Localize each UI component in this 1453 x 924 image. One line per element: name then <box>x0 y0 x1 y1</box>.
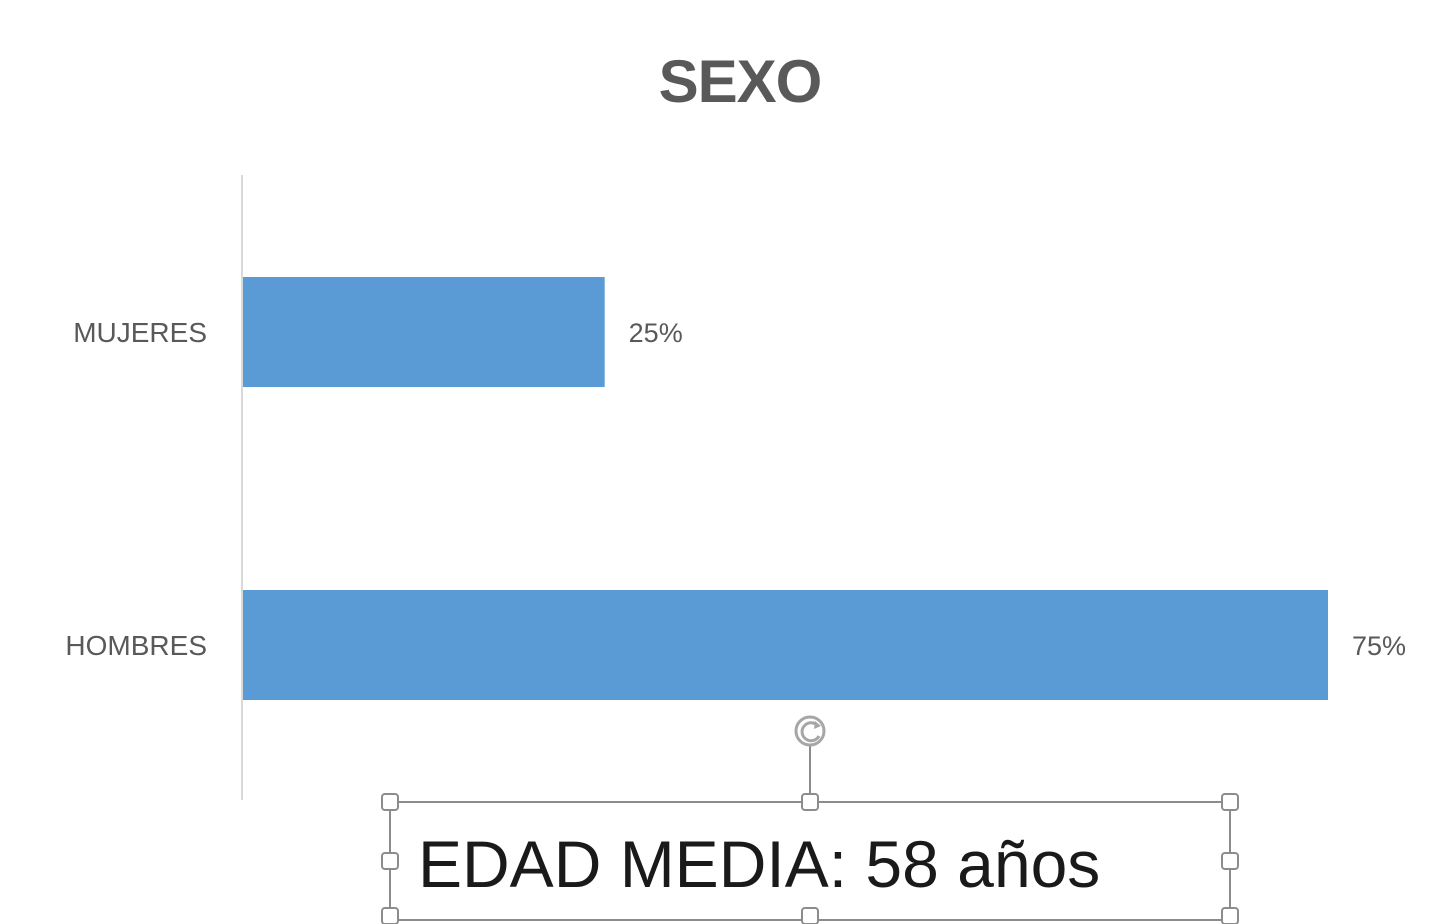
resize-handle-left <box>381 852 399 870</box>
resize-handle-top-right <box>1221 793 1239 811</box>
resize-handle-bottom-right <box>1221 907 1239 924</box>
bar-mujeres <box>243 277 605 387</box>
category-label-mujeres: MUJERES <box>73 317 207 348</box>
resize-handle-top <box>801 793 819 811</box>
selected-textbox[interactable]: EDAD MEDIA: 58 años <box>381 715 1239 924</box>
resize-handle-right <box>1221 852 1239 870</box>
resize-handle-bottom-left <box>381 907 399 924</box>
textbox-text[interactable]: EDAD MEDIA: 58 años <box>418 827 1100 901</box>
chart-title: SEXO <box>659 48 822 115</box>
bar-hombres <box>243 590 1328 700</box>
data-label-hombres: 75% <box>1352 631 1406 661</box>
data-label-mujeres: 25% <box>629 318 683 348</box>
resize-handles[interactable] <box>381 793 1239 924</box>
bars-layer: MUJERES 25% HOMBRES 75% <box>65 277 1406 700</box>
resize-handle-bottom <box>801 907 819 924</box>
category-label-hombres: HOMBRES <box>65 630 207 661</box>
rotate-handle-icon[interactable] <box>794 715 826 747</box>
resize-handle-top-left <box>381 793 399 811</box>
